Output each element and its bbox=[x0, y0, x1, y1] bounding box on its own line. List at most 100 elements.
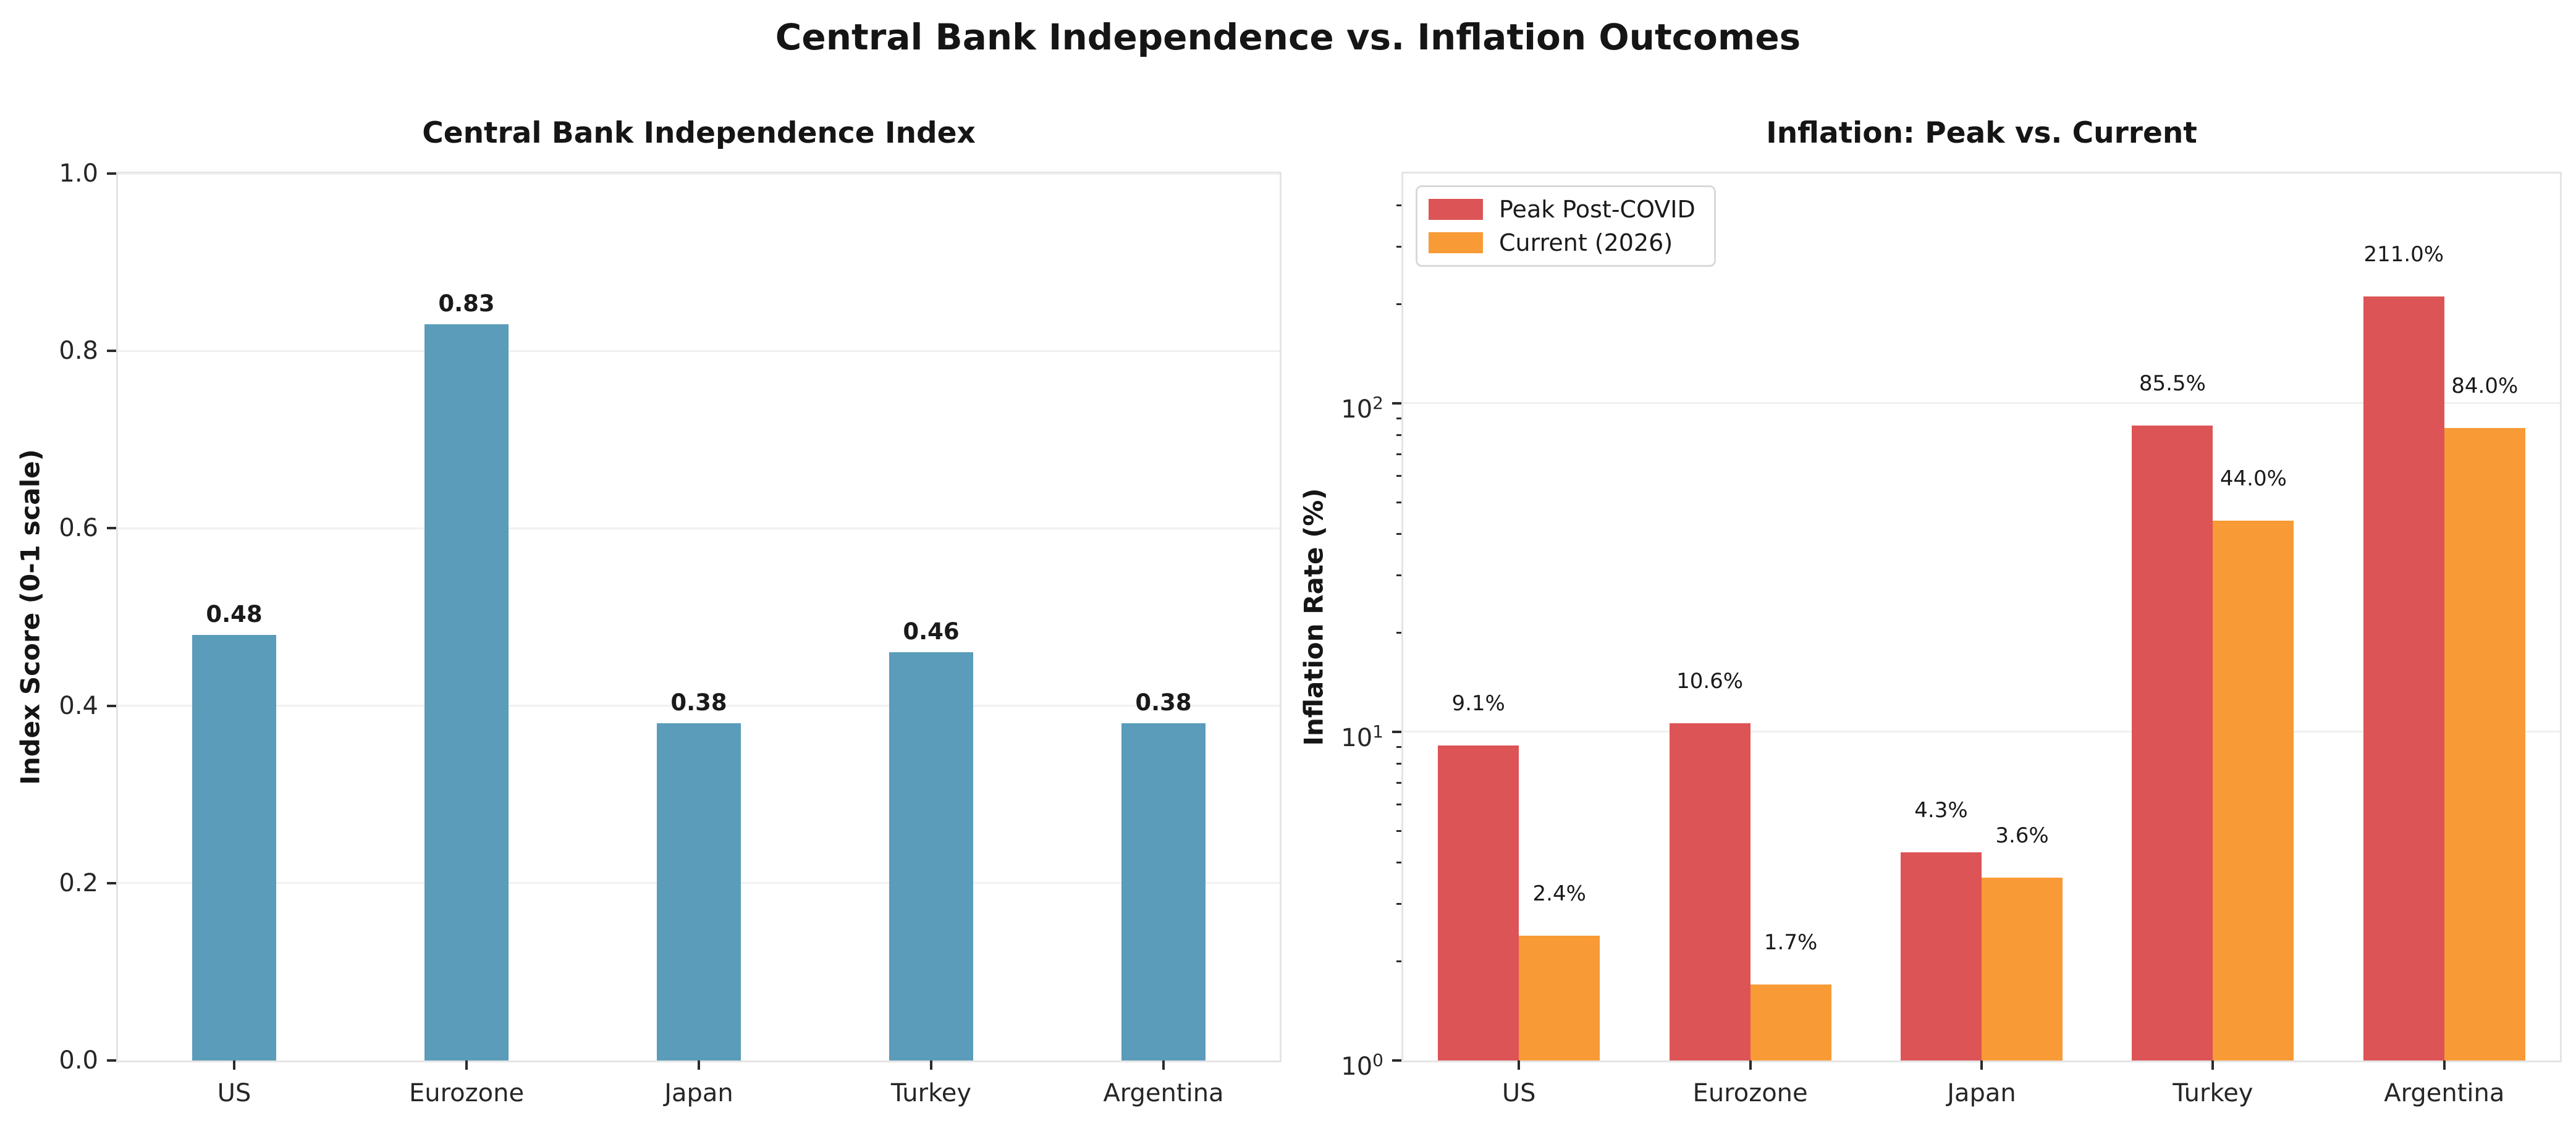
y-tick-mark bbox=[107, 172, 116, 175]
x-tick-label-turkey: Turkey bbox=[2173, 1079, 2253, 1107]
legend-entry-label: Peak Post-COVID bbox=[1499, 196, 1696, 223]
bar-turkey bbox=[889, 652, 973, 1060]
bar-value-label: 0.48 bbox=[206, 600, 263, 628]
y-tick-label: 102 bbox=[1341, 392, 1383, 424]
x-tick-label-japan: Japan bbox=[664, 1079, 733, 1107]
y-tick-mark bbox=[107, 350, 116, 353]
x-tick-mark bbox=[1749, 1060, 1752, 1070]
bar-turkey-current bbox=[2213, 520, 2294, 1060]
y-gridline bbox=[1403, 731, 2560, 733]
x-tick-label-turkey: Turkey bbox=[890, 1079, 972, 1107]
bar-argentina bbox=[1121, 723, 1206, 1060]
bar-eurozone bbox=[424, 324, 509, 1060]
y-tick-label: 0.4 bbox=[59, 691, 98, 720]
y-minor-tick-mark bbox=[1396, 245, 1401, 248]
bar-value-label: 3.6% bbox=[1995, 823, 2049, 849]
y-gridline bbox=[118, 172, 1280, 175]
bar-argentina-current bbox=[2444, 428, 2525, 1060]
x-tick-label-argentina: Argentina bbox=[2384, 1079, 2505, 1107]
y-minor-tick-mark bbox=[1396, 745, 1401, 748]
x-tick-mark bbox=[2211, 1060, 2215, 1070]
independence-plot-area: Central Bank Independence Index Index Sc… bbox=[15, 116, 1282, 1107]
bar-us-peak bbox=[1438, 745, 1519, 1060]
bar-argentina-peak bbox=[2363, 296, 2444, 1060]
y-minor-tick-mark bbox=[1396, 804, 1401, 806]
x-tick-mark bbox=[233, 1060, 235, 1070]
y-minor-tick-mark bbox=[1396, 902, 1401, 905]
x-tick-label-japan: Japan bbox=[1947, 1079, 2016, 1107]
bar-eurozone-peak bbox=[1669, 723, 1750, 1060]
x-tick-label-argentina: Argentina bbox=[1103, 1079, 1224, 1107]
x-tick-mark bbox=[1980, 1060, 1983, 1070]
y-tick-label: 101 bbox=[1341, 721, 1383, 752]
bar-eurozone-current bbox=[1750, 985, 1831, 1060]
y-tick-mark bbox=[107, 881, 116, 884]
y-tick-mark bbox=[107, 1059, 116, 1062]
bar-japan bbox=[657, 723, 741, 1060]
y-tick-exponent: 0 bbox=[1372, 1050, 1383, 1070]
y-minor-tick-mark bbox=[1396, 434, 1401, 436]
bar-value-label: 0.38 bbox=[670, 689, 727, 716]
y-minor-tick-mark bbox=[1396, 453, 1401, 455]
y-tick-mark bbox=[107, 527, 116, 530]
peak-post-covid-swatch bbox=[1429, 199, 1483, 220]
bar-value-label: 2.4% bbox=[1532, 881, 1586, 906]
y-minor-tick-mark bbox=[1396, 632, 1401, 634]
bar-us bbox=[192, 634, 276, 1060]
y-minor-tick-mark bbox=[1396, 475, 1401, 477]
y-gridline bbox=[118, 705, 1280, 707]
y-minor-tick-mark bbox=[1396, 781, 1401, 784]
inflation-chart-title: Inflation: Peak vs. Current bbox=[1766, 116, 2197, 150]
y-tick-exponent: 1 bbox=[1372, 721, 1383, 742]
bar-us-current bbox=[1519, 935, 1600, 1060]
y-minor-tick-mark bbox=[1396, 829, 1401, 832]
y-minor-tick-mark bbox=[1396, 303, 1401, 306]
bar-value-label: 85.5% bbox=[2139, 371, 2206, 397]
y-tick-exponent: 2 bbox=[1372, 392, 1383, 413]
y-minor-tick-mark bbox=[1396, 763, 1401, 765]
y-tick-mark bbox=[1392, 1059, 1401, 1062]
y-gridline bbox=[1403, 402, 2560, 405]
y-minor-tick-mark bbox=[1396, 574, 1401, 576]
y-minor-tick-mark bbox=[1396, 417, 1401, 419]
bar-value-label: 10.6% bbox=[1676, 669, 1744, 694]
y-tick-label: 0.8 bbox=[59, 337, 98, 366]
y-minor-tick-mark bbox=[1396, 501, 1401, 503]
bar-value-label: 9.1% bbox=[1451, 691, 1505, 716]
legend-entry-peak-post-covid: Peak Post-COVID bbox=[1429, 196, 1696, 223]
y-tick-mark bbox=[107, 704, 116, 707]
bar-value-label: 211.0% bbox=[2363, 242, 2444, 267]
current-2026-swatch bbox=[1429, 232, 1483, 253]
y-tick-mark bbox=[1392, 730, 1401, 733]
x-tick-label-eurozone: Eurozone bbox=[1692, 1079, 1808, 1107]
legend: Peak Post-COVID Current (2026) bbox=[1416, 185, 1716, 267]
bar-turkey-peak bbox=[2132, 426, 2213, 1060]
independence-y-axis-label: Index Score (0-1 scale) bbox=[15, 449, 46, 785]
y-gridline bbox=[118, 527, 1280, 529]
y-gridline bbox=[118, 350, 1280, 352]
x-tick-mark bbox=[2443, 1060, 2446, 1070]
bar-value-label: 1.7% bbox=[1763, 930, 1818, 955]
legend-entry-current-2026: Current (2026) bbox=[1429, 229, 1696, 256]
inflation-y-axis-label: Inflation Rate (%) bbox=[1298, 488, 1329, 746]
bar-value-label: 0.83 bbox=[438, 290, 495, 317]
bar-value-label: 84.0% bbox=[2451, 374, 2519, 399]
independence-chart-title: Central Bank Independence Index bbox=[422, 116, 976, 150]
x-tick-label-us: US bbox=[217, 1079, 251, 1107]
bar-japan-current bbox=[1982, 878, 2063, 1060]
x-tick-mark bbox=[1518, 1060, 1521, 1070]
y-minor-tick-mark bbox=[1396, 533, 1401, 535]
bar-value-label: 0.38 bbox=[1135, 689, 1192, 716]
x-tick-mark bbox=[465, 1060, 468, 1070]
bar-value-label: 0.46 bbox=[903, 618, 960, 645]
x-tick-mark bbox=[1162, 1060, 1165, 1070]
y-tick-label: 1.0 bbox=[59, 159, 98, 188]
figure-title: Central Bank Independence vs. Inflation … bbox=[775, 16, 1801, 58]
y-tick-label: 100 bbox=[1341, 1050, 1383, 1081]
x-tick-label-eurozone: Eurozone bbox=[408, 1079, 525, 1107]
bar-value-label: 4.3% bbox=[1914, 797, 1968, 823]
x-tick-label-us: US bbox=[1501, 1079, 1536, 1107]
y-minor-tick-mark bbox=[1396, 960, 1401, 963]
legend-entry-label: Current (2026) bbox=[1499, 229, 1673, 256]
